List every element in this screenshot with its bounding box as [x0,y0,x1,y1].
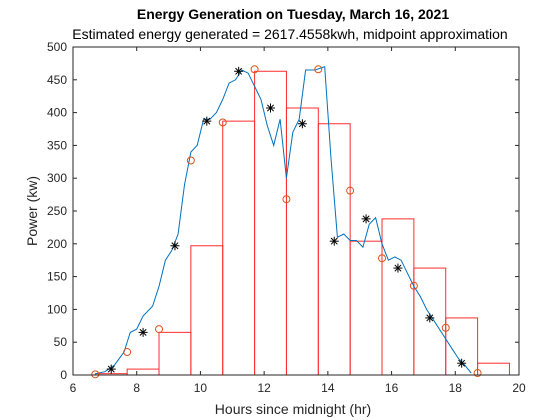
x-ticks: 6 8 10 12 14 16 18 20 [70,47,526,395]
circle-marker [155,325,164,334]
plot-area [73,47,519,375]
circle-marker [314,65,323,74]
y-tick-label: 250 [47,204,67,218]
chart-title: Energy Generation on Tuesday, March 16, … [137,6,449,22]
circle-marker [218,118,227,127]
y-tick-label: 450 [47,73,67,87]
circle-marker [378,254,387,263]
star-marker [425,313,435,323]
x-tick-label: 8 [133,381,140,395]
chart-subtitle: Estimated energy generated = 2617.4558kw… [72,26,507,42]
x-tick-label: 14 [321,381,335,395]
circle-markers [91,65,482,379]
star-marker [393,263,403,273]
x-tick-label: 20 [512,381,526,395]
y-tick-label: 100 [47,302,67,316]
y-tick-label: 300 [47,171,67,185]
x-tick-label: 16 [385,381,399,395]
y-tick-label: 0 [60,368,67,382]
star-marker [297,119,307,129]
star-marker [202,116,212,126]
y-tick-label: 150 [47,270,67,284]
star-marker [170,241,180,251]
y-tick-label: 50 [54,335,68,349]
power-series [95,66,472,375]
power-line [95,66,472,375]
circle-marker [409,281,418,290]
x-tick-label: 10 [194,381,208,395]
y-ticks: 0 50 100 150 200 250 300 350 400 450 500 [47,40,519,382]
circle-marker [473,369,482,378]
circle-marker [186,156,195,165]
star-marker [329,236,339,246]
y-axis-label: Power (kw) [24,176,40,246]
star-marker [138,327,148,337]
x-tick-label: 18 [449,381,463,395]
star-marker [234,66,244,76]
circle-marker [91,370,100,379]
circle-marker [441,323,450,332]
y-tick-label: 400 [47,106,67,120]
circle-marker [123,348,132,357]
x-tick-label: 12 [257,381,271,395]
star-marker [361,214,371,224]
circle-marker [282,195,291,204]
circle-marker [346,186,355,195]
y-tick-label: 350 [47,138,67,152]
star-marker [266,103,276,113]
x-axis-label: Hours since midnight (hr) [215,401,371,417]
star-marker [106,364,116,374]
y-tick-label: 200 [47,237,67,251]
star-markers [106,66,467,374]
circle-marker [250,65,259,74]
x-tick-label: 6 [70,381,77,395]
y-tick-label: 500 [47,40,67,54]
star-marker [457,358,467,368]
